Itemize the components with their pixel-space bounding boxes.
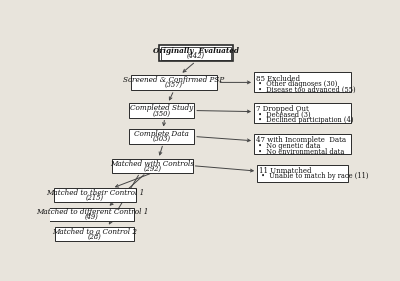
Text: (215): (215)	[86, 194, 104, 202]
Text: •  No genetic data: • No genetic data	[256, 142, 321, 150]
FancyBboxPatch shape	[158, 45, 233, 61]
Text: 11 Unmatched: 11 Unmatched	[260, 167, 312, 175]
Text: (303): (303)	[153, 135, 170, 143]
Text: Matched to a Control 2: Matched to a Control 2	[52, 228, 138, 236]
Text: •  No environmental data: • No environmental data	[256, 148, 345, 155]
Text: Matched to their Control 1: Matched to their Control 1	[46, 189, 144, 197]
FancyBboxPatch shape	[112, 159, 193, 173]
Text: (357): (357)	[165, 81, 183, 89]
Text: •  Unable to match by race (11): • Unable to match by race (11)	[260, 173, 369, 180]
Text: Matched with Controls: Matched with Controls	[110, 160, 194, 167]
Text: (28): (28)	[88, 233, 102, 241]
FancyBboxPatch shape	[254, 103, 352, 123]
Text: Matched to different Control 1: Matched to different Control 1	[36, 208, 148, 216]
Text: •  Deceased (3): • Deceased (3)	[256, 110, 311, 119]
FancyBboxPatch shape	[49, 208, 134, 221]
Text: 7 Dropped Out: 7 Dropped Out	[256, 105, 309, 113]
FancyBboxPatch shape	[56, 227, 134, 241]
Text: •  Disease too advanced (55): • Disease too advanced (55)	[256, 86, 356, 94]
Text: (292): (292)	[143, 164, 161, 173]
FancyBboxPatch shape	[254, 134, 352, 154]
Text: Screened & Confirmed PSP: Screened & Confirmed PSP	[123, 76, 225, 84]
Text: 47 with Incomplete  Data: 47 with Incomplete Data	[256, 136, 346, 144]
FancyBboxPatch shape	[131, 75, 218, 90]
FancyBboxPatch shape	[254, 72, 352, 92]
FancyBboxPatch shape	[129, 103, 194, 117]
FancyBboxPatch shape	[54, 188, 136, 202]
Text: (49): (49)	[85, 213, 99, 221]
Text: Originally  Evaluated: Originally Evaluated	[153, 47, 239, 55]
Text: (350): (350)	[153, 109, 170, 117]
Text: 85 Excluded: 85 Excluded	[256, 75, 300, 83]
Text: Completed Study: Completed Study	[130, 104, 193, 112]
FancyBboxPatch shape	[129, 130, 194, 144]
Text: (442): (442)	[187, 52, 205, 60]
Text: Complete Data: Complete Data	[134, 130, 189, 138]
Text: •  Other diagnoses (30): • Other diagnoses (30)	[256, 80, 338, 88]
Text: •  Declined participation (4): • Declined participation (4)	[256, 116, 354, 124]
FancyBboxPatch shape	[257, 165, 348, 182]
